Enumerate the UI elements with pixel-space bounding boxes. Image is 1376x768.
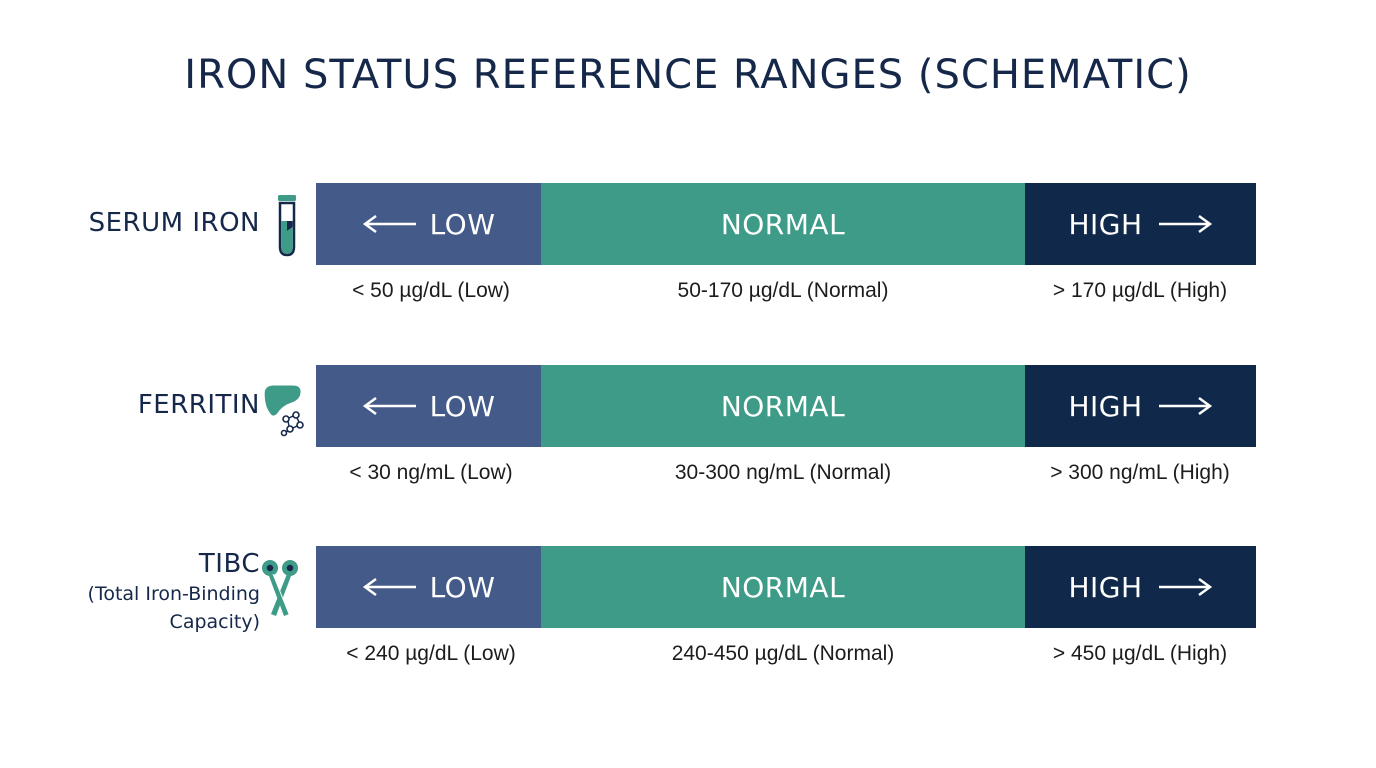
high-segment: HIGH bbox=[1025, 365, 1256, 447]
arrow-right-icon bbox=[1158, 577, 1212, 597]
low-segment: LOW bbox=[316, 183, 541, 265]
normal-range-value: 30-300 ng/mL (Normal) bbox=[674, 461, 892, 484]
ferritin-ranges: < 30 ng/mL (Low) 30-300 ng/mL (Normal) >… bbox=[316, 461, 1256, 485]
normal-label: NORMAL bbox=[720, 207, 846, 241]
low-label: LOW bbox=[429, 207, 496, 241]
high-label: HIGH bbox=[1068, 389, 1143, 423]
high-range-value: > 170 µg/dL (High) bbox=[1052, 279, 1228, 302]
normal-segment: NORMAL bbox=[541, 365, 1025, 447]
high-segment: HIGH bbox=[1025, 183, 1256, 265]
low-segment: LOW bbox=[316, 546, 541, 628]
transferrin-protein-icon bbox=[262, 560, 298, 616]
ferritin-label-group: FERRITIN bbox=[138, 365, 260, 447]
serum-iron-row: SERUM IRON LOW NORMAL HIGH < 50 µg/dL (L… bbox=[0, 183, 1376, 323]
arrow-right-icon bbox=[1158, 214, 1212, 234]
low-segment: LOW bbox=[316, 365, 541, 447]
low-range-value: < 240 µg/dL (Low) bbox=[346, 642, 516, 665]
serum-iron-label: SERUM IRON bbox=[88, 208, 260, 239]
tibc-sublabel-line-2: Capacity) bbox=[169, 611, 260, 634]
high-label: HIGH bbox=[1068, 570, 1143, 604]
tibc-range-bar: LOW NORMAL HIGH bbox=[316, 546, 1256, 628]
high-label: HIGH bbox=[1068, 207, 1143, 241]
low-range-value: < 30 ng/mL (Low) bbox=[349, 461, 513, 484]
tibc-label-group: TIBC (Total Iron-Binding Capacity) bbox=[87, 549, 260, 637]
high-range-value: > 450 µg/dL (High) bbox=[1052, 642, 1228, 665]
high-range-value: > 300 ng/mL (High) bbox=[1050, 461, 1230, 484]
arrow-left-icon bbox=[362, 577, 416, 597]
tibc-ranges: < 240 µg/dL (Low) 240-450 µg/dL (Normal)… bbox=[316, 642, 1256, 666]
ferritin-label: FERRITIN bbox=[137, 390, 260, 421]
test-tube-icon bbox=[278, 195, 296, 257]
normal-label: NORMAL bbox=[720, 570, 846, 604]
arrow-right-icon bbox=[1158, 396, 1212, 416]
low-label: LOW bbox=[429, 389, 496, 423]
page-title: IRON STATUS REFERENCE RANGES (SCHEMATIC) bbox=[184, 52, 1192, 98]
low-label: LOW bbox=[429, 570, 496, 604]
ferritin-row: FERRITIN LOW NORMAL HIGH bbox=[0, 365, 1376, 505]
serum-iron-range-bar: LOW NORMAL HIGH bbox=[316, 183, 1256, 265]
tibc-sublabel-line-1: (Total Iron-Binding bbox=[87, 582, 260, 605]
serum-iron-ranges: < 50 µg/dL (Low) 50-170 µg/dL (Normal) >… bbox=[316, 279, 1256, 303]
arrow-left-icon bbox=[362, 396, 416, 416]
normal-segment: NORMAL bbox=[541, 546, 1025, 628]
arrow-left-icon bbox=[362, 214, 416, 234]
ferritin-range-bar: LOW NORMAL HIGH bbox=[316, 365, 1256, 447]
tibc-label: TIBC bbox=[198, 549, 260, 579]
liver-molecule-icon bbox=[264, 385, 304, 437]
normal-segment: NORMAL bbox=[541, 183, 1025, 265]
tibc-row: TIBC (Total Iron-Binding Capacity) LOW N… bbox=[0, 546, 1376, 686]
normal-range-value: 240-450 µg/dL (Normal) bbox=[671, 642, 895, 665]
serum-iron-label-group: SERUM IRON bbox=[89, 183, 260, 265]
high-segment: HIGH bbox=[1025, 546, 1256, 628]
normal-range-value: 50-170 µg/dL (Normal) bbox=[677, 279, 889, 302]
normal-label: NORMAL bbox=[720, 389, 846, 423]
low-range-value: < 50 µg/dL (Low) bbox=[352, 279, 510, 302]
